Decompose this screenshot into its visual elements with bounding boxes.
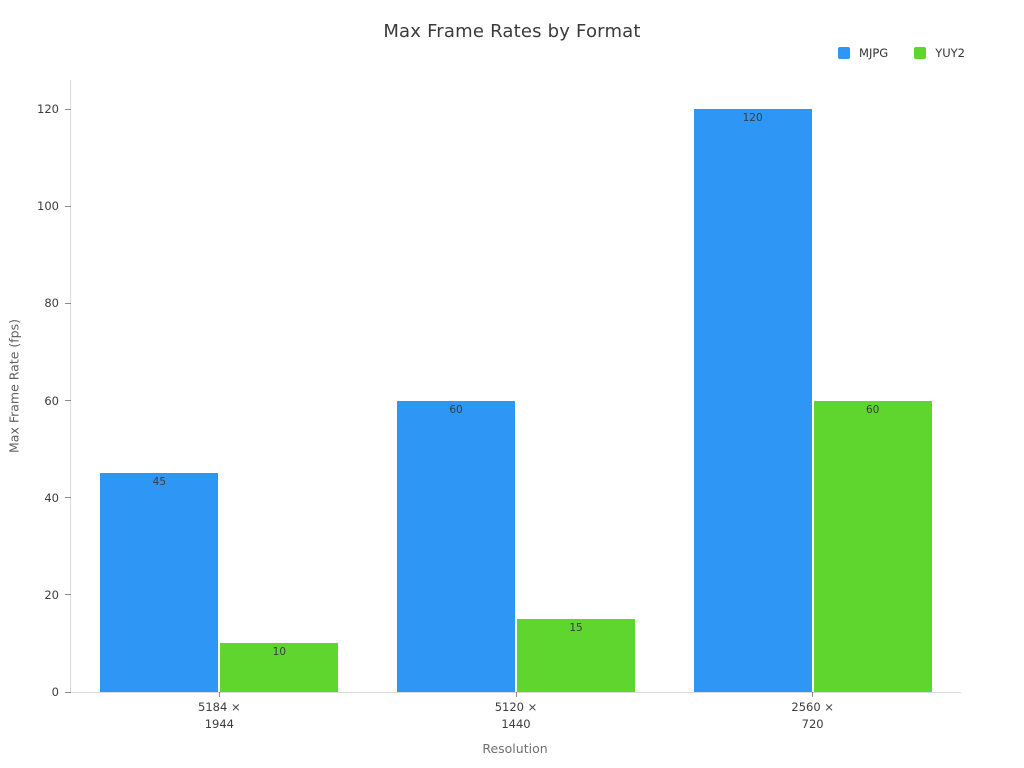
- bar-value-label: 10: [272, 646, 287, 659]
- y-tick-label-0: 0: [51, 685, 59, 699]
- legend: MJPG YUY2: [838, 46, 965, 60]
- bar-mjpg-2: 120: [693, 109, 812, 692]
- bar-yuy2-2: 60: [813, 400, 932, 692]
- x-tick-label-1: 5120 × 1440: [495, 699, 538, 733]
- x-tick-label-line: 1944: [204, 717, 234, 731]
- y-tick-mark: [65, 108, 71, 110]
- bar-value-label: 15: [569, 622, 583, 635]
- y-tick-mark: [65, 205, 71, 207]
- y-tick-mark: [65, 302, 71, 304]
- plot-area: 0 20 40 60 80 100 120 45 10 5184 × 1944 60 15 5120 × 1…: [37, 80, 961, 731]
- x-tick-label-line: 1440: [501, 717, 531, 731]
- bar-value-label: 60: [449, 403, 463, 416]
- x-axis-title: Resolution: [482, 741, 548, 756]
- y-tick-label-80: 80: [44, 296, 59, 311]
- bar-value-label: 60: [865, 403, 880, 416]
- chart-title: Max Frame Rates by Format: [383, 21, 641, 42]
- y-tick-label-120: 120: [37, 102, 59, 117]
- legend-label-yuy2: YUY2: [935, 46, 965, 60]
- x-tick-label-line: 5120 ×: [494, 700, 538, 714]
- x-tick-label-line: 720: [801, 717, 824, 731]
- legend-swatch-mjpg-icon: [838, 47, 851, 59]
- x-tick-label-0: 5184 × 1944: [198, 699, 241, 733]
- y-tick-label-100: 100: [37, 199, 59, 214]
- legend-label-mjpg: MJPG: [859, 46, 889, 60]
- y-tick-mark: [65, 400, 71, 402]
- y-tick-label-20: 20: [44, 587, 59, 602]
- x-tick-mark: [515, 692, 517, 697]
- y-tick-mark: [65, 594, 71, 596]
- bar-mjpg-0: 45: [100, 473, 219, 692]
- y-tick-label-40: 40: [44, 490, 59, 505]
- bar-mjpg-1: 60: [397, 400, 515, 692]
- x-tick-label-line: 5184 ×: [198, 700, 241, 714]
- x-tick-label-line: 2560 ×: [791, 700, 834, 714]
- legend-item-mjpg: MJPG: [838, 46, 888, 60]
- y-tick-label-60: 60: [44, 393, 59, 408]
- bar-yuy2-1: 15: [517, 619, 635, 692]
- y-tick-mark: [65, 691, 71, 693]
- x-tick-mark: [218, 692, 220, 697]
- y-axis-title: Max Frame Rate (fps): [6, 319, 22, 453]
- bar-value-label: 45: [152, 476, 167, 489]
- bar-yuy2-0: 10: [220, 643, 339, 692]
- legend-swatch-yuy2-icon: [914, 47, 927, 59]
- legend-item-yuy2: YUY2: [914, 46, 965, 60]
- x-tick-mark: [812, 692, 814, 697]
- y-tick-mark: [65, 497, 71, 499]
- bar-value-label: 120: [742, 112, 763, 125]
- x-tick-label-2: 2560 × 720: [791, 699, 834, 733]
